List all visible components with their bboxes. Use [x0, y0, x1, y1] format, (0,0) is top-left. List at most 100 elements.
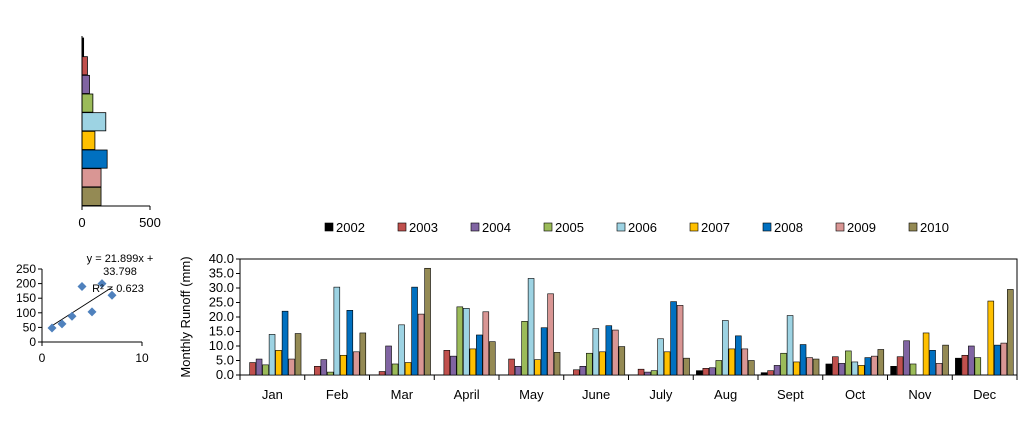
bar-2004-Sept — [773, 365, 781, 376]
scatter-y-tick-label: 250 — [16, 262, 36, 276]
main-x-tick-label: June — [582, 387, 610, 402]
main-y-tick-label: 10.0 — [209, 338, 234, 353]
bar-2007-July — [663, 351, 671, 376]
scatter-point-7 — [107, 290, 117, 300]
bar-2003-Feb — [314, 365, 321, 376]
bar-2004-April — [450, 355, 457, 376]
hbar-2005 — [81, 93, 94, 113]
bar-2007-April — [469, 348, 477, 376]
main-y-tick-label: 5.0 — [216, 353, 234, 368]
hbar-2010 — [81, 186, 102, 206]
bar-2006-June — [592, 328, 600, 376]
bar-2010-May — [553, 352, 561, 376]
bar-2007-June — [599, 351, 606, 376]
main-x-tick-label: Aug — [714, 387, 737, 402]
bar-2004-July — [644, 371, 651, 376]
scatter-y-tick-label: 150 — [16, 291, 36, 305]
main-y-tick-label: 0.0 — [216, 367, 234, 382]
bar-2006-Aug — [722, 320, 729, 376]
legend-swatch-2007 — [689, 222, 699, 232]
bar-2009-April — [482, 311, 490, 376]
bar-2004-May — [514, 365, 522, 376]
bar-2010-June — [618, 346, 626, 376]
bar-2003-June — [573, 369, 580, 376]
bar-2005-April — [456, 306, 464, 376]
bar-2003-Nov — [896, 356, 904, 376]
scatter-point-4 — [77, 282, 87, 292]
bar-2007-Nov — [922, 332, 930, 376]
bar-2004-Jan — [255, 358, 263, 376]
scatter-y-tick-label: 100 — [16, 306, 36, 320]
scatter-point-1 — [47, 323, 57, 333]
main-x-tick-label: Sept — [777, 387, 804, 402]
legend-swatch-2010 — [908, 222, 918, 232]
bar-2005-June — [586, 352, 593, 376]
bar-2008-Feb — [346, 310, 354, 376]
hbar-x-tick-label: 500 — [139, 215, 161, 230]
bar-2004-Oct — [838, 363, 846, 376]
bar-2009-Aug — [741, 348, 749, 376]
bar-2003-May — [508, 358, 515, 376]
bar-2004-Feb — [320, 359, 328, 376]
scatter-x-tick-label: 0 — [39, 351, 46, 365]
bar-2007-Dec — [987, 300, 995, 376]
bar-2003-July — [637, 368, 645, 376]
bar-2008-Oct — [864, 357, 872, 376]
legend-swatch-2006 — [616, 222, 626, 232]
main-x-tick-label: Oct — [845, 387, 866, 402]
hbar-2004 — [81, 74, 90, 94]
bar-2010-Sept — [812, 358, 820, 376]
scatter-point-2 — [57, 319, 67, 329]
bar-2003-Aug — [702, 368, 710, 376]
bar-2007-Jan — [275, 350, 282, 376]
legend-label-2006: 2006 — [628, 220, 657, 235]
legend-label-2003: 2003 — [409, 220, 438, 235]
trendline-equation-line1: y = 21.899x + — [87, 253, 154, 265]
bar-2003-Jan — [249, 362, 256, 376]
bar-2003-Sept — [767, 370, 774, 376]
bar-2007-Oct — [858, 365, 865, 376]
legend-label-2004: 2004 — [482, 220, 511, 235]
bar-2002-Oct — [825, 363, 833, 376]
trendline-r-squared: R² = 0.623 — [92, 283, 144, 295]
bar-2010-Dec — [1007, 289, 1014, 376]
scatter-y-tick-label: 50 — [23, 320, 37, 334]
main-x-tick-label: July — [649, 387, 673, 402]
bar-2002-Sept — [760, 372, 768, 376]
bar-2005-Nov — [909, 363, 917, 376]
bar-2009-Oct — [871, 355, 878, 376]
bar-2005-May — [521, 321, 528, 376]
bar-2004-Nov — [903, 340, 910, 376]
bar-2005-Feb — [327, 371, 334, 376]
bar-2006-Oct — [851, 361, 859, 376]
bar-2008-July — [670, 301, 677, 376]
bar-2007-Feb — [340, 354, 347, 376]
scatter-point-5 — [87, 307, 97, 317]
bar-2008-April — [476, 334, 483, 376]
bar-2010-April — [489, 341, 496, 376]
main-x-tick-label: April — [454, 387, 480, 402]
main-x-tick-label: May — [519, 387, 544, 402]
bar-2002-Nov — [890, 365, 897, 376]
bar-2004-Aug — [709, 367, 716, 376]
legend-swatch-2002 — [324, 222, 334, 232]
bar-2008-Jan — [281, 310, 289, 376]
bar-2008-June — [605, 325, 613, 376]
trendline-equation-line2: 33.798 — [103, 266, 137, 278]
bar-2003-April — [443, 350, 451, 376]
bar-2009-Dec — [1000, 342, 1008, 376]
hbar-2006 — [81, 112, 107, 132]
bar-2009-July — [676, 305, 684, 376]
main-y-axis-label: Monthly Runoff (mm) — [178, 256, 193, 377]
bar-2009-Sept — [806, 357, 813, 376]
bar-2008-May — [540, 327, 548, 376]
legend-swatch-2004 — [470, 222, 480, 232]
bar-2010-Aug — [748, 360, 755, 376]
bar-2008-Nov — [929, 350, 936, 376]
bar-2005-Jan — [262, 364, 269, 376]
bar-2002-Dec — [955, 357, 962, 376]
hbar-2008 — [81, 149, 108, 169]
bar-2007-Aug — [728, 348, 736, 376]
